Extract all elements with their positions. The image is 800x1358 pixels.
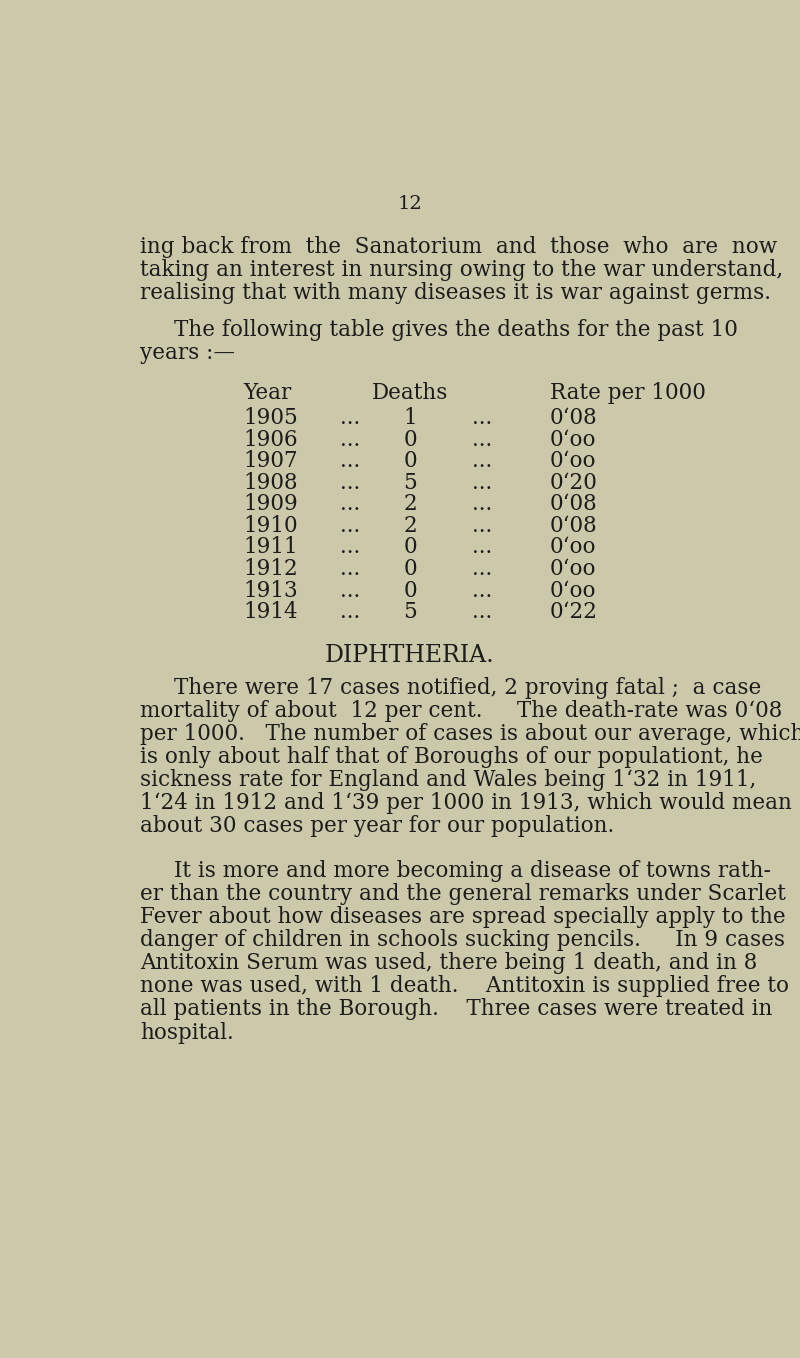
- Text: There were 17 cases notified, 2 proving fatal ;  a case: There were 17 cases notified, 2 proving …: [174, 676, 761, 698]
- Text: all patients in the Borough.    Three cases were treated in: all patients in the Borough. Three cases…: [140, 998, 773, 1020]
- Text: ...: ...: [472, 558, 492, 580]
- Text: taking an interest in nursing owing to the war understand,: taking an interest in nursing owing to t…: [140, 259, 783, 281]
- Text: ing back from  the  Sanatorium  and  those  who  are  now: ing back from the Sanatorium and those w…: [140, 236, 778, 258]
- Text: 1911: 1911: [243, 536, 298, 558]
- Text: 0: 0: [403, 580, 417, 602]
- Text: ...: ...: [472, 429, 492, 451]
- Text: 0‘oo: 0‘oo: [550, 536, 596, 558]
- Text: 2: 2: [403, 493, 417, 515]
- Text: 0‘oo: 0‘oo: [550, 580, 596, 602]
- Text: 1906: 1906: [243, 429, 298, 451]
- Text: 0: 0: [403, 449, 417, 473]
- Text: years :—: years :—: [140, 342, 235, 364]
- Text: Rate per 1000: Rate per 1000: [550, 383, 706, 405]
- Text: Antitoxin Serum was used, there being 1 death, and in 8: Antitoxin Serum was used, there being 1 …: [140, 952, 758, 974]
- Text: 1908: 1908: [243, 471, 298, 494]
- Text: DIPHTHERIA.: DIPHTHERIA.: [325, 644, 495, 667]
- Text: 0‘oo: 0‘oo: [550, 449, 596, 473]
- Text: Deaths: Deaths: [372, 383, 448, 405]
- Text: ...: ...: [340, 602, 361, 623]
- Text: 5: 5: [403, 471, 417, 494]
- Text: 1912: 1912: [243, 558, 298, 580]
- Text: 12: 12: [398, 196, 422, 213]
- Text: 0‘22: 0‘22: [550, 602, 598, 623]
- Text: 1914: 1914: [243, 602, 298, 623]
- Text: ...: ...: [472, 493, 492, 515]
- Text: 0: 0: [403, 558, 417, 580]
- Text: ...: ...: [340, 471, 361, 494]
- Text: ...: ...: [472, 602, 492, 623]
- Text: 0‘20: 0‘20: [550, 471, 598, 494]
- Text: 0‘08: 0‘08: [550, 407, 598, 429]
- Text: 1910: 1910: [243, 515, 298, 536]
- Text: danger of children in schools sucking pencils.     In 9 cases: danger of children in schools sucking pe…: [140, 929, 786, 951]
- Text: 1: 1: [403, 407, 417, 429]
- Text: er than the country and the general remarks under Scarlet: er than the country and the general rema…: [140, 883, 786, 904]
- Text: ...: ...: [472, 449, 492, 473]
- Text: 0‘08: 0‘08: [550, 515, 598, 536]
- Text: ...: ...: [340, 536, 361, 558]
- Text: ...: ...: [340, 580, 361, 602]
- Text: It is more and more becoming a disease of towns rath-: It is more and more becoming a disease o…: [174, 860, 770, 881]
- Text: ...: ...: [340, 449, 361, 473]
- Text: 1907: 1907: [243, 449, 298, 473]
- Text: 0‘oo: 0‘oo: [550, 429, 596, 451]
- Text: 0‘08: 0‘08: [550, 493, 598, 515]
- Text: ...: ...: [340, 515, 361, 536]
- Text: ...: ...: [340, 407, 361, 429]
- Text: 1913: 1913: [243, 580, 298, 602]
- Text: 0: 0: [403, 429, 417, 451]
- Text: hospital.: hospital.: [140, 1021, 234, 1043]
- Text: ...: ...: [340, 493, 361, 515]
- Text: ...: ...: [472, 407, 492, 429]
- Text: ...: ...: [340, 558, 361, 580]
- Text: mortality of about  12 per cent.     The death-rate was 0‘08: mortality of about 12 per cent. The deat…: [140, 699, 782, 721]
- Text: is only about half that of Boroughs of our populationt, he: is only about half that of Boroughs of o…: [140, 746, 763, 767]
- Text: 1905: 1905: [243, 407, 298, 429]
- Text: 2: 2: [403, 515, 417, 536]
- Text: ...: ...: [340, 429, 361, 451]
- Text: ...: ...: [472, 536, 492, 558]
- Text: 0‘oo: 0‘oo: [550, 558, 596, 580]
- Text: none was used, with 1 death.    Antitoxin is supplied free to: none was used, with 1 death. Antitoxin i…: [140, 975, 790, 997]
- Text: Fever about how diseases are spread specially apply to the: Fever about how diseases are spread spec…: [140, 906, 786, 928]
- Text: 1‘24 in 1912 and 1‘39 per 1000 in 1913, which would mean: 1‘24 in 1912 and 1‘39 per 1000 in 1913, …: [140, 792, 792, 813]
- Text: ...: ...: [472, 580, 492, 602]
- Text: per 1000.   The number of cases is about our average, which: per 1000. The number of cases is about o…: [140, 722, 800, 744]
- Text: The following table gives the deaths for the past 10: The following table gives the deaths for…: [174, 319, 738, 341]
- Text: Year: Year: [243, 383, 292, 405]
- Text: about 30 cases per year for our population.: about 30 cases per year for our populati…: [140, 815, 614, 837]
- Text: ...: ...: [472, 515, 492, 536]
- Text: sickness rate for England and Wales being 1‘32 in 1911,: sickness rate for England and Wales bein…: [140, 769, 757, 790]
- Text: 5: 5: [403, 602, 417, 623]
- Text: 1909: 1909: [243, 493, 298, 515]
- Text: ...: ...: [472, 471, 492, 494]
- Text: realising that with many diseases it is war against germs.: realising that with many diseases it is …: [140, 282, 771, 304]
- Text: 0: 0: [403, 536, 417, 558]
